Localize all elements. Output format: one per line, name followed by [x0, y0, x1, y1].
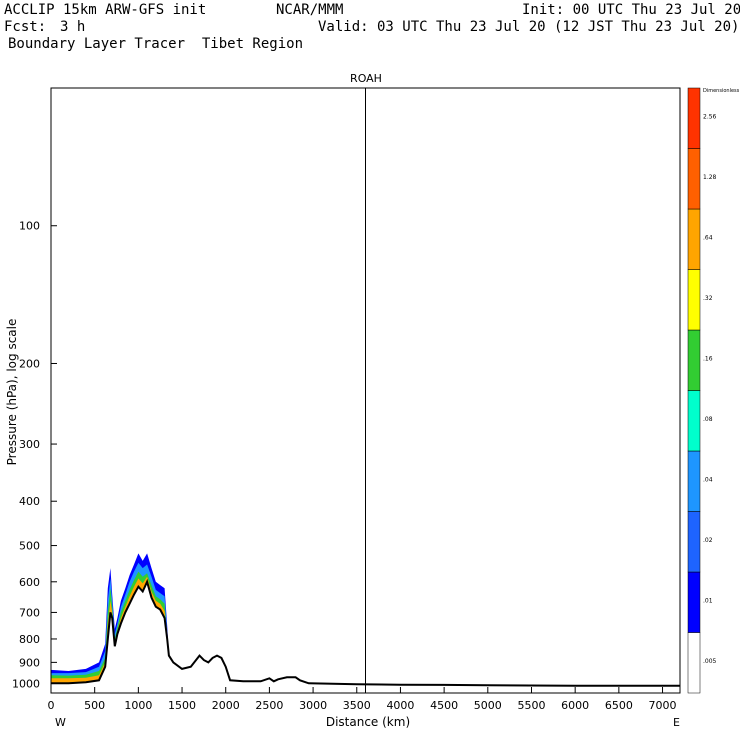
- colorbar-tick-label: .02: [703, 537, 713, 544]
- x-tick-label: 6000: [561, 699, 589, 712]
- y-tick-label: 600: [19, 576, 40, 589]
- y-tick-label: 1000: [12, 677, 40, 690]
- x-tick-label: 2000: [212, 699, 240, 712]
- terrain-line: [51, 578, 680, 687]
- colorbar-segment: [687, 632, 701, 694]
- x-tick-label: 4000: [386, 699, 414, 712]
- x-tick-label: 6500: [605, 699, 633, 712]
- fcst-label: Fcst:: [4, 19, 47, 35]
- colorbar-tick-label: .64: [703, 234, 713, 241]
- x-tick-label: 1500: [168, 699, 196, 712]
- colorbar-tick-label: 2.56: [703, 113, 717, 120]
- x-axis: 0 500 1000 1500 2000 2500 3000 3500 4000 4500 5000…: [48, 687, 677, 712]
- colorbar-tick-label: .005: [703, 658, 717, 665]
- org-label: NCAR/MMM: [276, 2, 344, 18]
- y-tick-label: 500: [19, 540, 40, 553]
- y-tick-label: 200: [19, 357, 40, 370]
- colorbar-segment: [687, 208, 701, 270]
- colorbar-segment: [687, 571, 701, 633]
- x-tick-label: 7000: [649, 699, 677, 712]
- colorbar-tick-label: .01: [703, 597, 713, 604]
- colorbar-segment: [687, 450, 701, 512]
- colorbar-tick-label: 1.28: [703, 174, 717, 181]
- tracer-bands: [51, 553, 169, 684]
- colorbar-segment: [687, 269, 701, 331]
- x-tick-label: 2500: [255, 699, 283, 712]
- model-title: ACCLIP 15km ARW-GFS init: [4, 2, 207, 18]
- y-tick-label: 100: [19, 220, 40, 233]
- y-tick-label: 700: [19, 606, 40, 619]
- valid-time: Valid: 03 UTC Thu 23 Jul 20 (12 JST Thu …: [318, 19, 740, 35]
- y-tick-label: 300: [19, 438, 40, 451]
- colorbar-tick-label: .08: [703, 416, 713, 423]
- x-axis-label: Distance (km): [326, 715, 410, 729]
- west-label: W: [55, 716, 66, 729]
- x-tick-label: 3500: [343, 699, 371, 712]
- y-axis-label: Pressure (hPa), log scale: [5, 319, 19, 466]
- x-tick-label: 5500: [517, 699, 545, 712]
- colorbar-segment: [687, 511, 701, 573]
- colorbar: .005 .01 .02 .04 .08 .16 .32 .64 1.28 2.56 Dimensi…: [687, 87, 740, 694]
- x-tick-label: 5000: [474, 699, 502, 712]
- y-tick-label: 400: [19, 495, 40, 508]
- x-tick-label: 1000: [124, 699, 152, 712]
- fcst-value: 3 h: [60, 19, 86, 35]
- east-label: E: [673, 716, 680, 729]
- x-tick-label: 3000: [299, 699, 327, 712]
- x-tick-label: 500: [84, 699, 105, 712]
- plot-frame: [50, 87, 681, 694]
- y-axis: 100 200 300 400 500 600 700 800 900 1000: [12, 220, 57, 690]
- tracer-band-1: [51, 562, 169, 684]
- init-time: Init: 00 UTC Thu 23 Jul 20: [522, 2, 740, 18]
- x-tick-label: 0: [48, 699, 55, 712]
- colorbar-title: Dimensionless: [703, 88, 740, 94]
- y-tick-label: 800: [19, 633, 40, 646]
- field-subtitle: Boundary Layer Tracer Tibet Region: [8, 36, 304, 52]
- colorbar-segment: [687, 87, 701, 149]
- y-tick-label: 900: [19, 656, 40, 669]
- colorbar-segment: [687, 390, 701, 452]
- colorbar-tick-label: .32: [703, 295, 713, 302]
- colorbar-tick-label: .04: [703, 476, 713, 483]
- chart-title: ROAH: [350, 72, 382, 85]
- colorbar-segment: [687, 329, 701, 391]
- tracer-band-2: [51, 571, 169, 684]
- x-tick-label: 4500: [430, 699, 458, 712]
- colorbar-segment: [687, 148, 701, 210]
- terrain-layer: [51, 578, 680, 687]
- colorbar-tick-label: .16: [703, 355, 713, 362]
